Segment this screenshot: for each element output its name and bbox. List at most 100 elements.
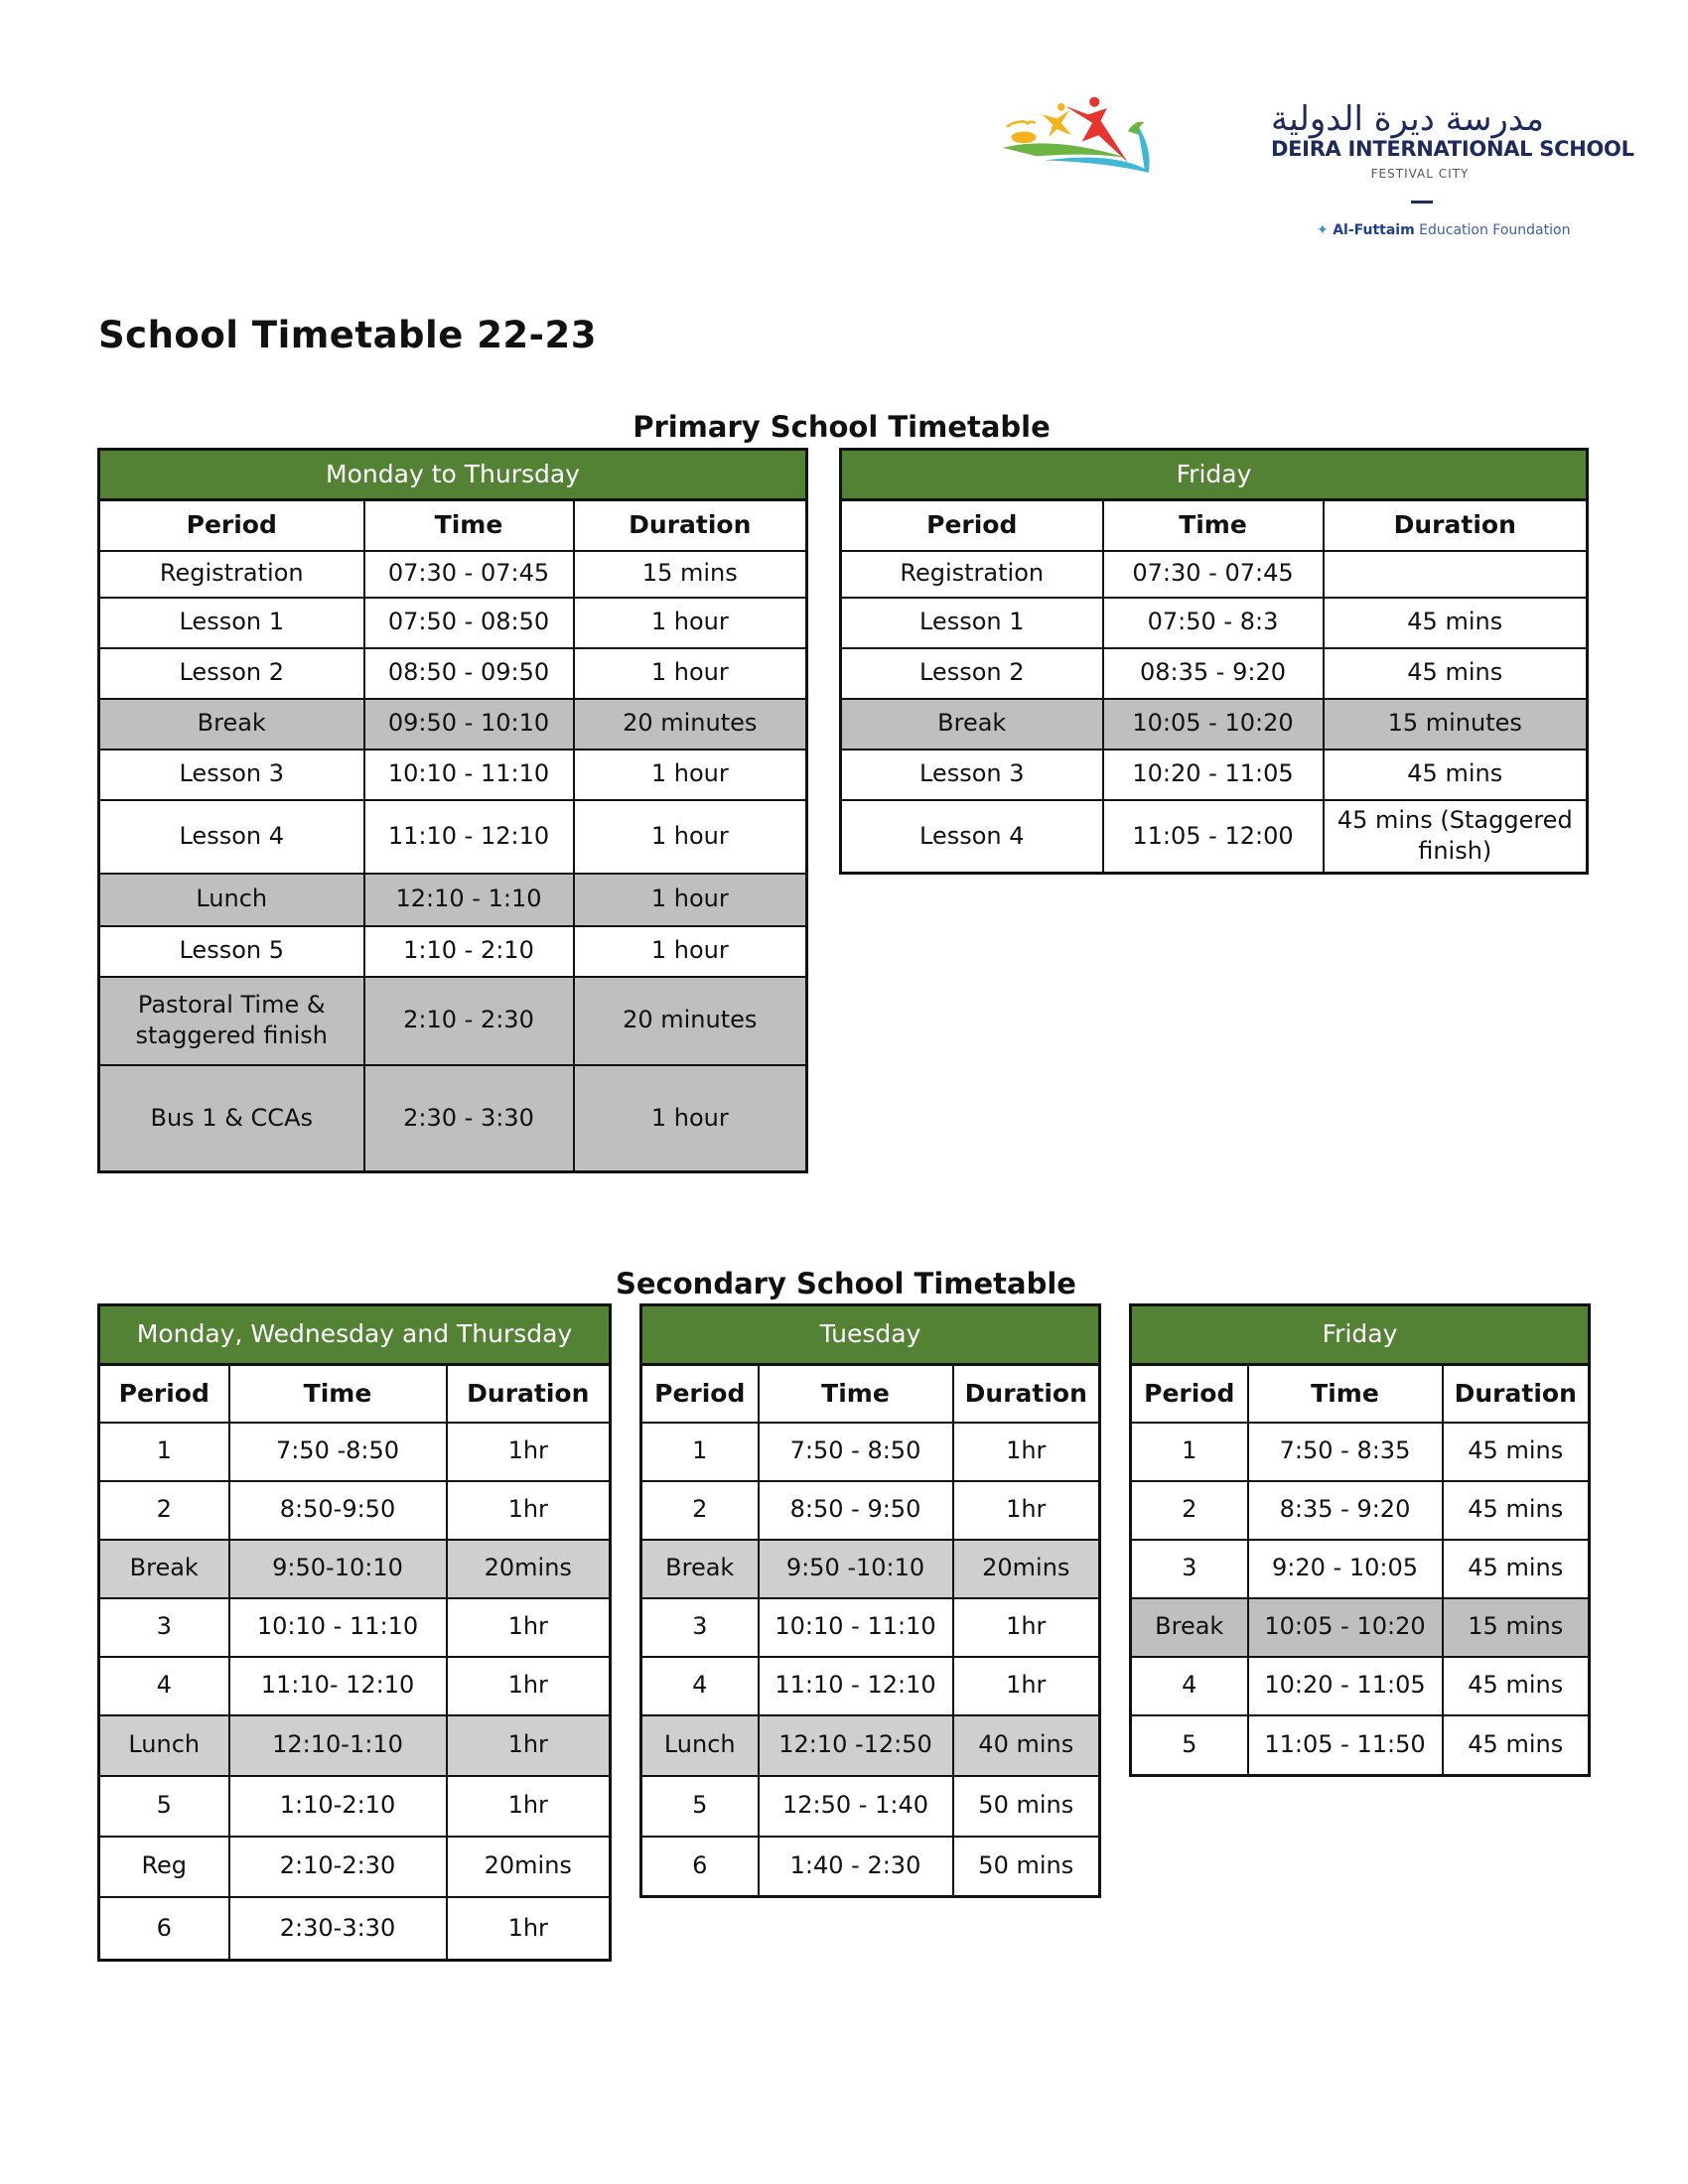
table-row: 5 1:10-2:10 1hr [97, 1774, 612, 1838]
column-header-time: Time [227, 1363, 448, 1424]
table-row: 2 8:50-9:50 1hr [97, 1479, 612, 1541]
cell-period: Lunch [97, 1713, 230, 1777]
cell-period: Lunch [639, 1713, 760, 1777]
table-row: Lesson 3 10:10 - 11:10 1 hour [97, 748, 808, 801]
cell-time: 2:30 - 3:30 [362, 1063, 575, 1173]
cell-period: Lunch [97, 872, 365, 927]
cell-period: Break [839, 697, 1104, 751]
table-row: Lesson 5 1:10 - 2:10 1 hour [97, 924, 808, 978]
cell-duration: 1 hour [572, 798, 808, 875]
cell-time: 07:30 - 07:45 [1101, 549, 1325, 599]
cell-period: Lesson 1 [97, 596, 365, 649]
foundation-brand: Al-Futtaim [1333, 222, 1415, 238]
cell-duration: 50 mins [951, 1774, 1101, 1838]
table-row: Lesson 4 11:10 - 12:10 1 hour [97, 798, 808, 875]
cell-period: Lesson 2 [839, 646, 1104, 700]
cell-time: 8:50 - 9:50 [757, 1479, 954, 1541]
table-row: Lesson 2 08:35 - 9:20 45 mins [839, 646, 1589, 700]
cell-period: 3 [97, 1596, 230, 1658]
cell-duration: 1 hour [572, 1063, 808, 1173]
column-header-period: Period [839, 498, 1104, 552]
cell-period: Lesson 3 [839, 748, 1104, 801]
cell-time: 8:50-9:50 [227, 1479, 448, 1541]
day-header: Tuesday [639, 1303, 1101, 1366]
cell-time: 1:10 - 2:10 [362, 924, 575, 978]
secondary-mwt-table-wrap: Monday, Wednesday and Thursday Period Time… [97, 1303, 613, 1962]
cell-duration: 40 mins [951, 1713, 1101, 1777]
cell-period: 4 [639, 1655, 760, 1716]
secondary-tuesday-table: Tuesday Period Time Duration 1 7:50 - 8:50 1hr… [639, 1303, 1102, 1898]
cell-time: 10:05 - 10:20 [1101, 697, 1325, 751]
cell-time: 09:50 - 10:10 [362, 697, 575, 751]
cell-duration: 1hr [445, 1655, 612, 1716]
cell-duration: 45 mins [1441, 1655, 1591, 1716]
cell-duration: 15 mins [1441, 1596, 1591, 1658]
page-title: School Timetable 22-23 [98, 314, 598, 356]
cell-duration: 1 hour [572, 596, 808, 649]
cell-period: 1 [1129, 1421, 1249, 1482]
cell-duration: 1hr [951, 1479, 1101, 1541]
day-header: Friday [1129, 1303, 1591, 1366]
table-row: Bus 1 & CCAs 2:30 - 3:30 1 hour [97, 1063, 808, 1173]
cell-period: 1 [97, 1421, 230, 1482]
cell-duration: 1hr [951, 1421, 1101, 1482]
cell-time: 2:10-2:30 [227, 1835, 448, 1898]
column-header-time: Time [757, 1363, 954, 1424]
cell-period: Registration [839, 549, 1104, 599]
table-row: 1 7:50 -8:50 1hr [97, 1421, 612, 1482]
logo-school-name: DEIRA INTERNATIONAL SCHOOL [1271, 137, 1634, 161]
cell-period: Bus 1 & CCAs [97, 1063, 365, 1173]
primary-friday-table: Friday Period Time Duration Registration 07:3… [839, 448, 1590, 875]
cell-duration: 1 hour [572, 748, 808, 801]
table-row: Registration 07:30 - 07:45 [839, 549, 1589, 599]
column-header-period: Period [639, 1363, 760, 1424]
cell-period: Lesson 2 [97, 646, 365, 700]
table-row: Registration 07:30 - 07:45 15 mins [97, 549, 808, 599]
cell-duration: 20mins [445, 1835, 612, 1898]
cell-duration: 20mins [951, 1538, 1101, 1599]
cell-duration: 50 mins [951, 1835, 1101, 1898]
primary-section-title: Primary School Timetable [633, 410, 1051, 444]
table-row: 4 11:10- 12:10 1hr [97, 1655, 612, 1716]
foundation-text: Education Foundation [1419, 222, 1571, 238]
column-header-duration: Duration [1441, 1363, 1591, 1424]
cell-duration: 45 mins [1322, 646, 1589, 700]
cell-time: 11:10 - 12:10 [362, 798, 575, 875]
cell-period: 5 [1129, 1713, 1249, 1777]
foundation-logo: ✦ Al-Futtaim Education Foundation [1317, 222, 1570, 238]
cell-period: 2 [1129, 1479, 1249, 1541]
logo-location: FESTIVAL CITY [1370, 167, 1470, 181]
secondary-friday-table: Friday Period Time Duration 1 7:50 - 8:35 45 m… [1129, 1303, 1592, 1777]
cell-period: Break [1129, 1596, 1249, 1658]
cell-duration: 1hr [445, 1774, 612, 1838]
cell-duration: 1 hour [572, 646, 808, 700]
table-row: 4 11:10 - 12:10 1hr [639, 1655, 1101, 1716]
table-row: 3 9:20 - 10:05 45 mins [1129, 1538, 1591, 1599]
table-row: Break 9:50-10:10 20mins [97, 1538, 612, 1599]
cell-time: 10:10 - 11:10 [227, 1596, 448, 1658]
cell-time: 12:10 - 1:10 [362, 872, 575, 927]
cell-time: 12:50 - 1:40 [757, 1774, 954, 1838]
cell-period: 4 [1129, 1655, 1249, 1716]
cell-time: 10:05 - 10:20 [1246, 1596, 1444, 1658]
logo-arabic-name: مدرسة ديرة الدولية [1271, 99, 1544, 139]
primary-friday-table-wrap: Friday Period Time Duration Registration 07:3… [839, 448, 1590, 875]
table-row: Break 09:50 - 10:10 20 minutes [97, 697, 808, 751]
school-logo [1003, 96, 1150, 174]
table-row: 2 8:50 - 9:50 1hr [639, 1479, 1101, 1541]
table-row: Lunch 12:10 -12:50 40 mins [639, 1713, 1101, 1777]
cell-duration: 45 mins (Staggered finish) [1322, 798, 1589, 875]
cell-period: Lesson 4 [839, 798, 1104, 875]
cell-time: 10:10 - 11:10 [362, 748, 575, 801]
cell-time: 11:10- 12:10 [227, 1655, 448, 1716]
cell-period: 1 [639, 1421, 760, 1482]
column-header-duration: Duration [572, 498, 808, 552]
table-row: Pastoral Time & staggered finish 2:10 - 2… [97, 975, 808, 1066]
cell-period: Break [97, 1538, 230, 1599]
cell-duration: 15 mins [572, 549, 808, 599]
secondary-section-title: Secondary School Timetable [616, 1267, 1076, 1300]
cell-period: Lesson 5 [97, 924, 365, 978]
table-row: Lesson 2 08:50 - 09:50 1 hour [97, 646, 808, 700]
cell-time: 1:40 - 2:30 [757, 1835, 954, 1898]
cell-time: 10:20 - 11:05 [1101, 748, 1325, 801]
